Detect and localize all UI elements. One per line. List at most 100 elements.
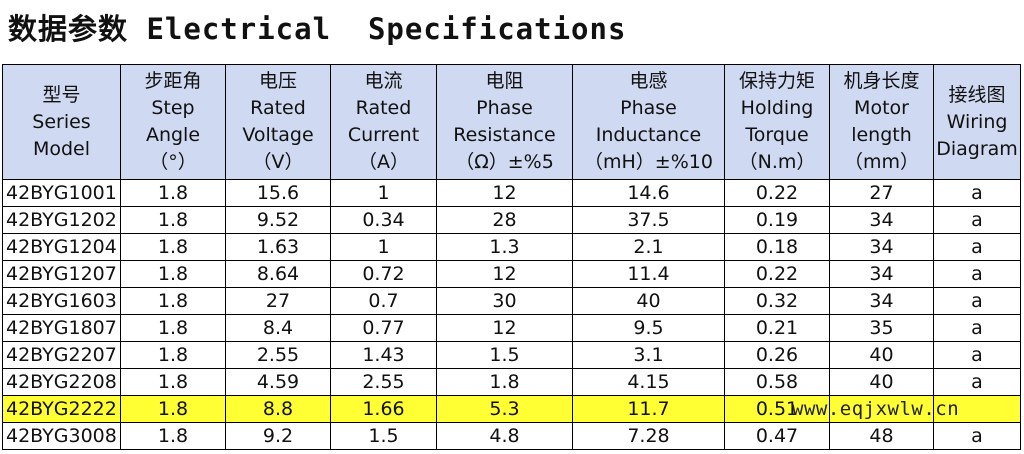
table-cell: a [933,260,1021,288]
cell-model: 42BYG2208 [2,368,121,396]
title-bar: 数据参数 Electrical Specifications [0,0,1024,52]
header-line: 电感 [629,70,668,92]
table-cell: 4.8 [436,422,573,450]
table-row: 42BYG2207 1.8 2.55 1.43 1.5 3.1 0.26 40 a [2,341,1021,369]
table-cell: 27 [829,179,934,207]
table-row: 42BYG1603 1.8 27 0.7 30 40 0.32 34 a [2,287,1021,315]
table-cell: 9.2 [225,422,331,450]
spec-table: 型号 Series Model 步距角 Step Angle （°） 电压 Rated Volta… [2,64,1021,450]
header-col-phase-inductance: 电感 Phase Inductance （mH）±%10 [572,64,725,180]
table-cell: 1.8 [120,341,226,369]
header-line: （mH）±%10 [584,151,713,173]
header-col-rated-current: 电流 Rated Current （A） [330,64,437,180]
table-cell: 0.72 [330,260,437,288]
cell-model: 42BYG1603 [2,287,121,315]
table-cell: a [933,368,1021,396]
table-cell: 30 [436,287,573,315]
header-line: Inductance [595,124,702,146]
table-cell: 2.1 [572,233,725,261]
table-row: 42BYG3008 1.8 9.2 1.5 4.8 7.28 0.47 48 a [2,422,1021,450]
table-cell: 28 [436,206,573,234]
header-col-step-angle: 步距角 Step Angle （°） [120,64,226,180]
table-cell: 0.34 [330,206,437,234]
header-line: Resistance [453,124,556,146]
table-cell: 4.15 [572,368,725,396]
header-line: Motor [854,97,909,119]
table-cell: 8.8 [225,395,331,423]
cell-model: 42BYG1807 [2,314,121,342]
table-cell: 0.51 [724,395,830,423]
header-col-wiring-diagram: 接线图 Wiring Diagram [933,64,1021,180]
header-line: 步距角 [144,70,202,92]
header-line: Phase [476,97,533,119]
table-cell: a [933,233,1021,261]
table-cell: 1.63 [225,233,331,261]
table-cell: 11.4 [572,260,725,288]
table-cell: 27 [225,287,331,315]
table-cell: 12 [436,314,573,342]
header-line: 接线图 [948,83,1006,106]
header-col-holding-torque: 保持力矩 Holding Torque （N.m） [724,64,830,180]
table-cell: 15.6 [225,179,331,207]
table-cell: 1 [330,233,437,261]
table-cell: 2.55 [225,341,331,369]
table-cell: a [933,314,1021,342]
table-row: 42BYG1207 1.8 8.64 0.72 12 11.4 0.22 34 a [2,260,1021,288]
header-line: Current [347,124,420,146]
header-line: Rated [355,97,412,119]
header-line: 型号 [42,83,81,106]
table-cell: 2.55 [330,368,437,396]
table-cell: 37.5 [572,206,725,234]
table-cell: 35 [829,314,934,342]
header-line: 电流 [364,70,403,92]
table-cell: 9.5 [572,314,725,342]
header-line: length [851,124,912,146]
header-line: （Ω）±%5 [455,151,554,173]
table-cell: 1.8 [120,314,226,342]
table-cell [933,395,1021,423]
table-cell: 4.59 [225,368,331,396]
cell-model: 42BYG1202 [2,206,121,234]
table-cell: 40 [829,341,934,369]
table-cell: 1.8 [120,260,226,288]
table-cell: 14.6 [572,179,725,207]
page-title: 数据参数 Electrical Specifications [8,12,627,46]
table-cell: 8.64 [225,260,331,288]
header-line: 机身长度 [843,70,920,92]
table-cell: 1.8 [120,287,226,315]
table-cell: 0.18 [724,233,830,261]
table-cell: 0.26 [724,341,830,369]
header-line: Series [32,110,91,133]
table-row: 42BYG1204 1.8 1.63 1 1.3 2.1 0.18 34 a [2,233,1021,261]
table-cell: 0.21 [724,314,830,342]
table-cell: 7.28 [572,422,725,450]
table-row: 42BYG1001 1.8 15.6 1 12 14.6 0.22 27 a [2,179,1021,207]
cell-model: 42BYG2222 [2,395,121,423]
header-line: Wiring [946,110,1008,133]
header-line: （A） [358,151,409,173]
cell-model: 42BYG3008 [2,422,121,450]
table-cell: 5.3 [436,395,573,423]
header-line: 电压 [258,70,297,92]
table-cell: 12 [436,179,573,207]
table-cell: a [933,206,1021,234]
cell-model: 42BYG1204 [2,233,121,261]
table-cell: 0.32 [724,287,830,315]
table-cell: 9.52 [225,206,331,234]
table-cell: 34 [829,287,934,315]
table-cell: 0.22 [724,260,830,288]
header-line: Step [151,97,195,119]
table-cell: 0.19 [724,206,830,234]
table-cell: 34 [829,260,934,288]
table-cell: 1.8 [120,368,226,396]
cell-model: 42BYG1207 [2,260,121,288]
table-cell: 1.43 [330,341,437,369]
table-body: 42BYG1001 1.8 15.6 1 12 14.6 0.22 27 a 42BYG1202 1… [2,179,1021,450]
table-cell: 1.8 [120,395,226,423]
header-line: Rated [250,97,306,119]
cell-model: 42BYG2207 [2,341,121,369]
table-cell: 0.22 [724,179,830,207]
table-row: 42BYG2222 1.8 8.8 1.66 5.3 11.7 0.51 [2,395,1021,423]
header-line: Holding [740,97,814,119]
table-cell: 0.58 [724,368,830,396]
